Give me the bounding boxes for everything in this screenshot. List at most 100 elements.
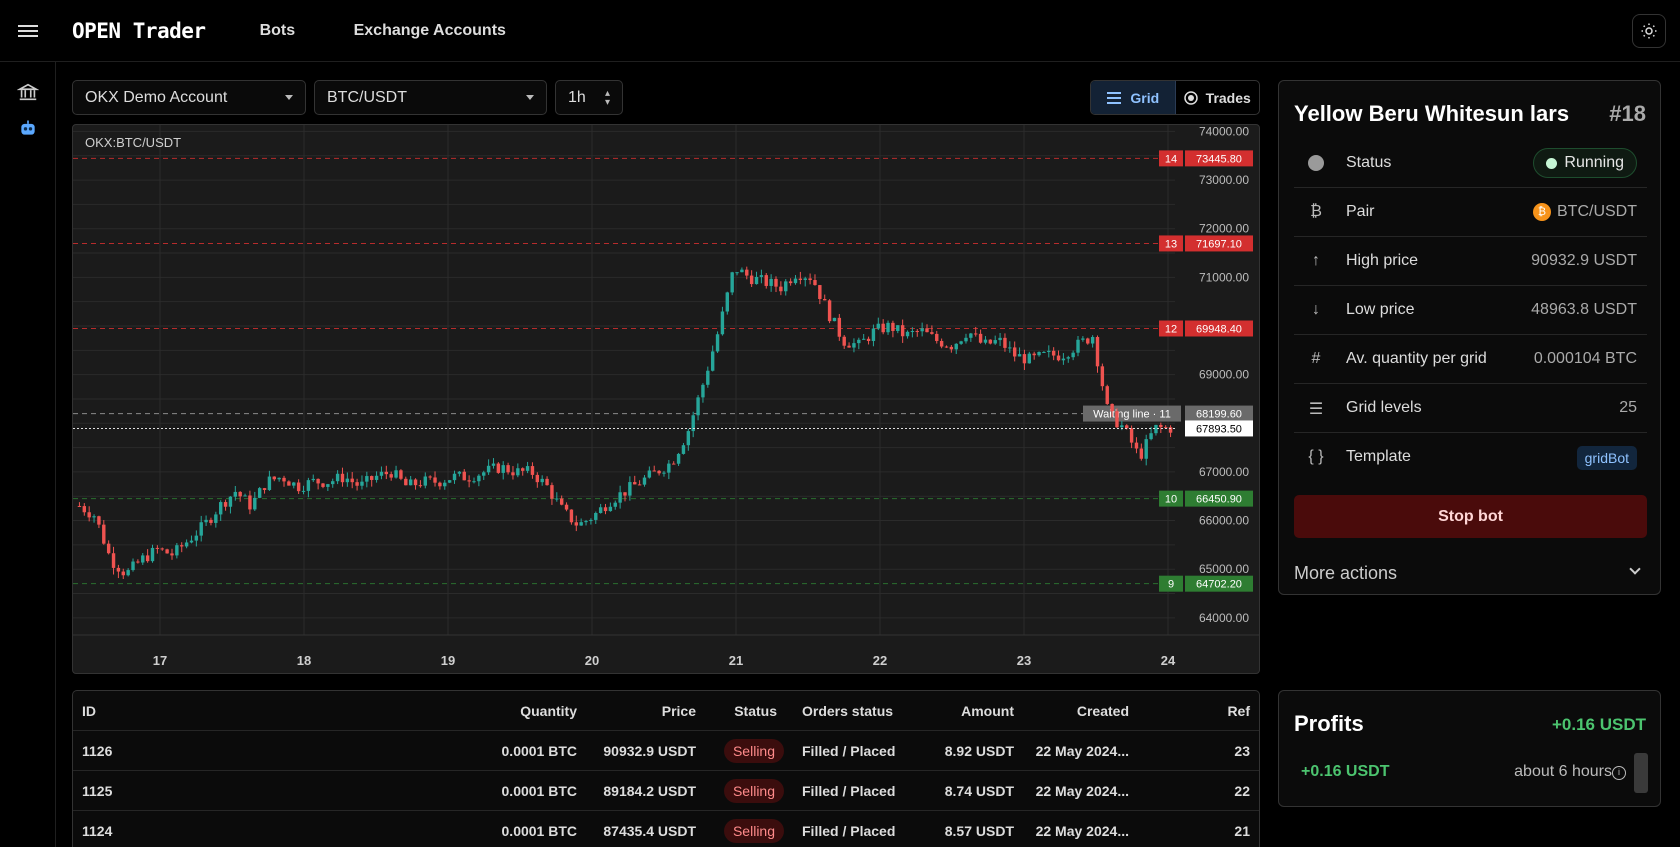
grid-level-price-box xyxy=(1185,320,1253,337)
trades-view-button[interactable]: Trades xyxy=(1176,81,1260,114)
cell-created: 22 May 2024... xyxy=(1035,783,1129,799)
pair-select[interactable]: BTC/USDT xyxy=(314,80,547,115)
candle-body xyxy=(1154,424,1158,434)
candle-body xyxy=(1076,339,1080,353)
col-price[interactable]: Price xyxy=(661,703,696,719)
nav-bots[interactable]: Bots xyxy=(259,21,296,39)
table-row[interactable]: 1126 0.0001 BTC 90932.9 USDT Selling Filled … xyxy=(73,731,1259,771)
candle-body xyxy=(272,476,276,480)
candle-body xyxy=(287,481,291,486)
candle-body xyxy=(209,519,213,523)
candle-body xyxy=(749,275,754,285)
high-price-row: ↑ High price 90932.9 USDT xyxy=(1294,237,1647,286)
scrollbar-thumb[interactable] xyxy=(1634,753,1648,793)
col-status[interactable]: Status xyxy=(734,703,777,719)
low-price-value: 48963.8 USDT xyxy=(1531,301,1637,318)
candle-body xyxy=(905,331,910,337)
nav-exchange-accounts[interactable]: Exchange Accounts xyxy=(353,21,506,39)
arrow-up-icon: ↑ xyxy=(1312,252,1320,269)
candle-body xyxy=(720,311,725,335)
hamburger-icon[interactable] xyxy=(0,0,56,62)
pair-value: BTC/USDT xyxy=(1557,203,1637,220)
col-id[interactable]: ID xyxy=(82,703,96,719)
cell-price: 87435.4 USDT xyxy=(603,823,696,839)
cell-amount: 8.92 USDT xyxy=(944,743,1014,759)
candle-body xyxy=(262,488,267,490)
caret-down-icon xyxy=(526,95,534,100)
candle-body xyxy=(876,323,881,329)
candle-body xyxy=(97,516,101,525)
quantity-label: Av. quantity per grid xyxy=(1346,350,1487,367)
candle-body xyxy=(457,471,462,474)
profit-item-time: about 6 hours xyxy=(1514,763,1612,780)
cell-orders-status: Filled / Placed xyxy=(802,823,896,839)
candle-body xyxy=(798,278,803,280)
timeframe-select[interactable]: 1h ▴ ▾ xyxy=(555,80,623,115)
candle-body xyxy=(1003,337,1007,348)
col-quantity[interactable]: Quantity xyxy=(520,703,577,719)
cell-amount: 8.57 USDT xyxy=(944,823,1014,839)
stop-bot-button[interactable]: Stop bot xyxy=(1294,495,1647,538)
candle-body xyxy=(881,323,885,333)
low-price-row: ↓ Low price 48963.8 USDT xyxy=(1294,286,1647,335)
candle-body xyxy=(1032,353,1036,356)
candle-body xyxy=(891,322,895,331)
theme-toggle-button[interactable] xyxy=(1632,14,1666,48)
candle-body xyxy=(1042,351,1046,353)
info-icon[interactable]: i xyxy=(1612,766,1626,780)
status-label: Status xyxy=(1346,154,1392,171)
cell-ref: 22 xyxy=(1234,783,1250,799)
candle-body xyxy=(706,370,710,385)
candle-body xyxy=(1129,428,1134,443)
candle-body xyxy=(116,567,121,572)
candle-body xyxy=(1120,425,1124,428)
cell-ref: 23 xyxy=(1234,743,1250,759)
bank-icon[interactable] xyxy=(0,74,56,110)
candle-body xyxy=(438,482,442,487)
pair-select-value: BTC/USDT xyxy=(327,88,407,106)
candle-body xyxy=(964,337,968,342)
col-amount[interactable]: Amount xyxy=(961,703,1014,719)
col-created[interactable]: Created xyxy=(1076,703,1129,719)
candle-body xyxy=(306,480,311,491)
robot-icon[interactable] xyxy=(0,110,56,146)
table-row[interactable]: 1125 0.0001 BTC 89184.2 USDT Selling Filled … xyxy=(73,771,1259,811)
candle-body xyxy=(447,480,452,483)
candle-body xyxy=(730,272,734,293)
grid-level-price-box xyxy=(1185,150,1253,167)
grid-view-button[interactable]: Grid xyxy=(1091,81,1176,114)
candle-body xyxy=(180,545,184,547)
account-select[interactable]: OKX Demo Account xyxy=(72,80,306,115)
candlestick-chart[interactable]: 17 18 19 20 21 22 23 24 74000.00 73000.00 72000.00… xyxy=(73,125,1260,674)
arrow-down-icon: ↓ xyxy=(1312,301,1320,318)
pair-label: Pair xyxy=(1346,203,1375,220)
candle-body xyxy=(725,292,729,312)
profits-total: +0.16 USDT xyxy=(1551,715,1646,734)
cell-status: Selling xyxy=(723,811,784,847)
candle-body xyxy=(379,471,384,476)
grid-level-index-box xyxy=(1159,235,1183,252)
candle-body xyxy=(613,502,617,507)
candle-body xyxy=(331,481,335,485)
candle-body xyxy=(360,481,364,486)
candle-body xyxy=(1110,403,1114,412)
bitcoin-icon: ₿ xyxy=(1310,203,1322,220)
candle-body xyxy=(574,522,578,526)
col-orders-status[interactable]: Orders status xyxy=(802,703,894,719)
grid-level-price-box xyxy=(1185,575,1253,592)
candle-body xyxy=(170,553,174,556)
table-row[interactable]: 1124 0.0001 BTC 87435.4 USDT Selling Filled … xyxy=(73,811,1259,847)
candle-body xyxy=(584,521,588,523)
candle-body xyxy=(301,490,306,492)
grid-level-index: 13 xyxy=(1165,238,1177,250)
candle-body xyxy=(126,570,130,576)
candle-body xyxy=(257,488,262,498)
profits-title: Profits xyxy=(1294,711,1364,736)
more-actions-toggle[interactable]: More actions xyxy=(1294,563,1647,584)
price-chart[interactable]: 17 18 19 20 21 22 23 24 74000.00 73000.00 72000.00… xyxy=(72,124,1260,674)
brand-logo[interactable]: OPEN Trader xyxy=(72,18,206,43)
col-ref[interactable]: Ref xyxy=(1227,703,1250,719)
grid-levels-label: Grid levels xyxy=(1346,399,1422,416)
candle-body xyxy=(939,340,944,347)
x-tick-label: 23 xyxy=(1017,653,1031,668)
